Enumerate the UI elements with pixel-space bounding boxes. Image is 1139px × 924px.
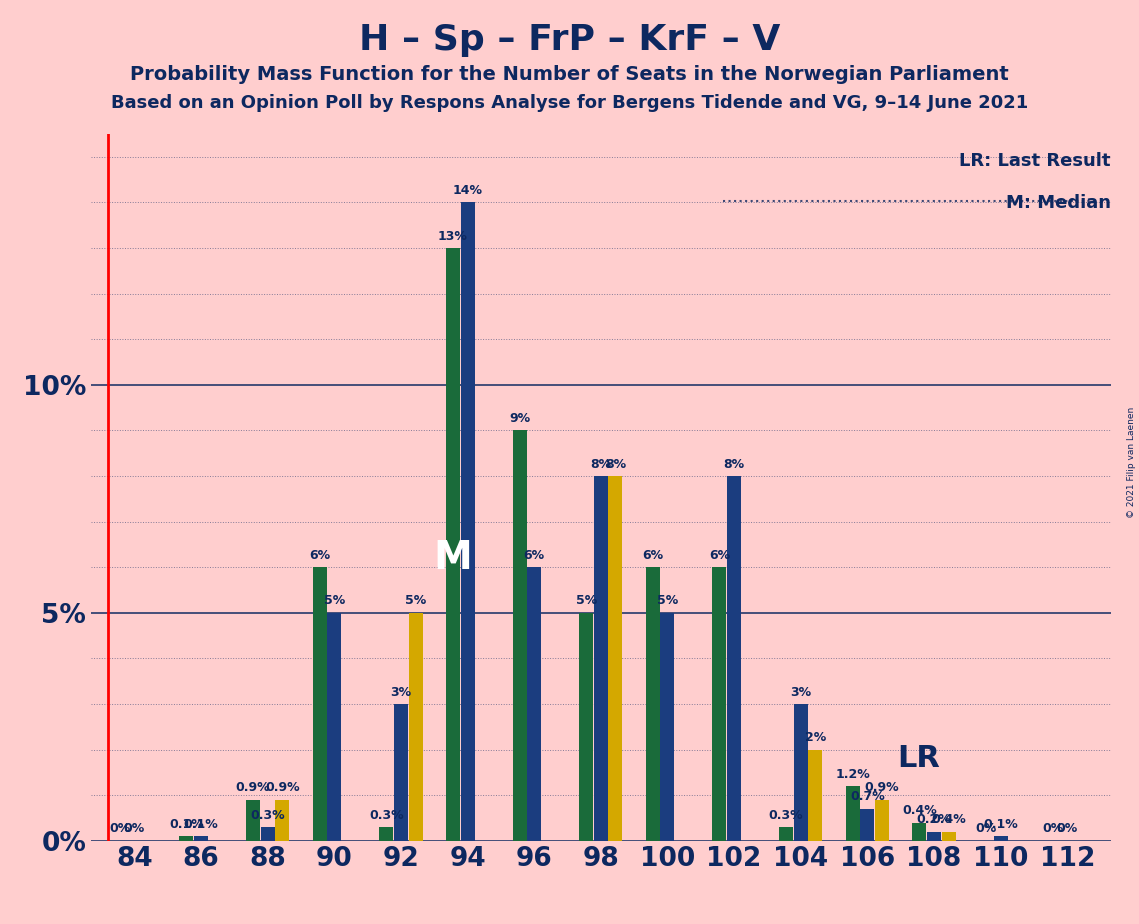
Bar	[593, 476, 608, 841]
Text: Probability Mass Function for the Number of Seats in the Norwegian Parliament: Probability Mass Function for the Number…	[130, 65, 1009, 84]
Bar	[180, 836, 194, 841]
Text: 8%: 8%	[723, 457, 745, 470]
Text: 0%: 0%	[124, 822, 145, 835]
Bar	[379, 827, 393, 841]
Bar	[327, 613, 342, 841]
Text: 0.3%: 0.3%	[769, 808, 803, 821]
Text: 5%: 5%	[575, 594, 597, 607]
Text: 6%: 6%	[708, 549, 730, 562]
Text: 5%: 5%	[323, 594, 345, 607]
Text: 6%: 6%	[642, 549, 663, 562]
Bar	[712, 567, 727, 841]
Text: 5%: 5%	[657, 594, 678, 607]
Bar	[927, 832, 941, 841]
Bar	[727, 476, 741, 841]
Bar	[860, 808, 875, 841]
Bar	[794, 704, 808, 841]
Text: LR: LR	[898, 744, 940, 773]
Text: 0%: 0%	[1057, 822, 1077, 835]
Text: 9%: 9%	[509, 412, 530, 425]
Text: 0.4%: 0.4%	[932, 813, 966, 826]
Text: 1.2%: 1.2%	[835, 768, 870, 781]
Text: 0%: 0%	[109, 822, 130, 835]
Text: 8%: 8%	[605, 457, 626, 470]
Text: 0.7%: 0.7%	[850, 790, 885, 804]
Bar	[276, 800, 289, 841]
Bar	[646, 567, 659, 841]
Bar	[661, 613, 674, 841]
Text: 0.3%: 0.3%	[251, 808, 285, 821]
Bar	[779, 827, 793, 841]
Text: 6%: 6%	[309, 549, 330, 562]
Text: 0.9%: 0.9%	[265, 782, 300, 795]
Text: 0.2%: 0.2%	[917, 813, 951, 826]
Bar	[313, 567, 327, 841]
Text: 0.1%: 0.1%	[983, 818, 1018, 831]
Text: M: M	[434, 539, 473, 578]
Bar	[809, 749, 822, 841]
Text: 0.9%: 0.9%	[236, 782, 270, 795]
Bar	[261, 827, 274, 841]
Bar	[460, 202, 475, 841]
Bar	[608, 476, 623, 841]
Bar	[912, 822, 926, 841]
Text: © 2021 Filip van Laenen: © 2021 Filip van Laenen	[1126, 407, 1136, 517]
Bar	[845, 786, 860, 841]
Text: LR: Last Result: LR: Last Result	[959, 152, 1111, 170]
Text: 0.9%: 0.9%	[865, 782, 900, 795]
Bar	[942, 832, 956, 841]
Bar	[527, 567, 541, 841]
Text: 3%: 3%	[391, 686, 411, 699]
Text: 0.3%: 0.3%	[369, 808, 403, 821]
Text: 3%: 3%	[790, 686, 811, 699]
Text: 0%: 0%	[1042, 822, 1063, 835]
Text: 0.4%: 0.4%	[902, 804, 936, 817]
Bar	[445, 248, 460, 841]
Text: 0.1%: 0.1%	[183, 818, 219, 831]
Text: 13%: 13%	[439, 229, 468, 242]
Text: H – Sp – FrP – KrF – V: H – Sp – FrP – KrF – V	[359, 23, 780, 57]
Text: 14%: 14%	[452, 184, 483, 197]
Bar	[513, 431, 526, 841]
Text: 2%: 2%	[805, 731, 826, 744]
Bar	[993, 836, 1008, 841]
Text: 0%: 0%	[975, 822, 997, 835]
Bar	[246, 800, 260, 841]
Bar	[875, 800, 888, 841]
Bar	[579, 613, 593, 841]
Text: M: Median: M: Median	[1006, 194, 1111, 213]
Text: 8%: 8%	[590, 457, 612, 470]
Text: 0.1%: 0.1%	[169, 818, 204, 831]
Text: 5%: 5%	[405, 594, 426, 607]
Bar	[409, 613, 423, 841]
Text: 6%: 6%	[524, 549, 544, 562]
Text: Based on an Opinion Poll by Respons Analyse for Bergens Tidende and VG, 9–14 Jun: Based on an Opinion Poll by Respons Anal…	[110, 94, 1029, 112]
Bar	[394, 704, 408, 841]
Bar	[194, 836, 208, 841]
